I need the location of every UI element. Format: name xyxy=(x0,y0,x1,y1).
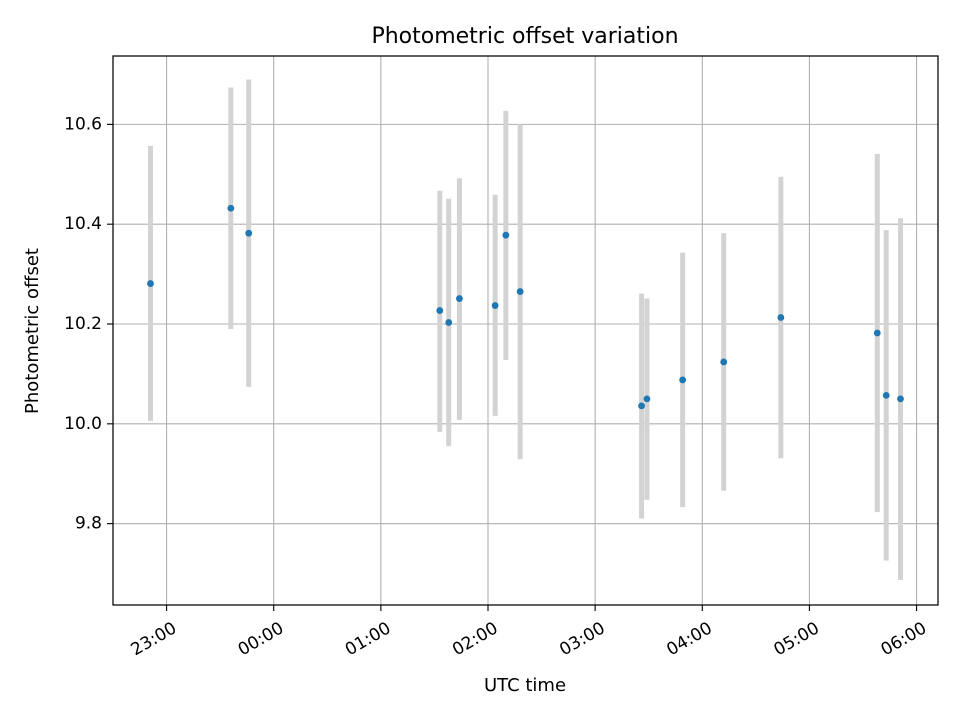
data-point xyxy=(882,391,890,399)
data-point xyxy=(643,395,651,403)
y-tick-label: 10.0 xyxy=(64,414,102,434)
y-tick-label: 10.2 xyxy=(64,314,102,334)
data-point xyxy=(445,319,453,326)
data-point xyxy=(147,280,154,287)
data-point xyxy=(227,204,235,212)
plot-frame xyxy=(112,55,939,606)
data-point xyxy=(873,329,881,337)
data-point xyxy=(456,295,463,302)
chart-title: Photometric offset variation xyxy=(371,24,678,49)
x-axis-label: UTC time xyxy=(484,675,566,696)
data-point xyxy=(777,314,785,321)
y-tick-label: 9.8 xyxy=(75,514,102,534)
data-point xyxy=(516,288,524,295)
data-point xyxy=(638,402,645,410)
data-point xyxy=(720,358,728,366)
data-point xyxy=(436,307,444,314)
data-point xyxy=(491,302,499,309)
y-axis-label: Photometric offset xyxy=(22,248,43,414)
data-point xyxy=(679,376,687,384)
data-points xyxy=(147,204,904,410)
y-tick-label: 10.4 xyxy=(64,214,102,234)
data-point xyxy=(897,395,904,403)
data-point xyxy=(245,229,253,237)
y-axis-ticks: 9.8 10.0 10.2 10.4 10.6 xyxy=(64,114,113,534)
data-point xyxy=(502,231,510,239)
y-tick-label: 10.6 xyxy=(64,114,102,134)
